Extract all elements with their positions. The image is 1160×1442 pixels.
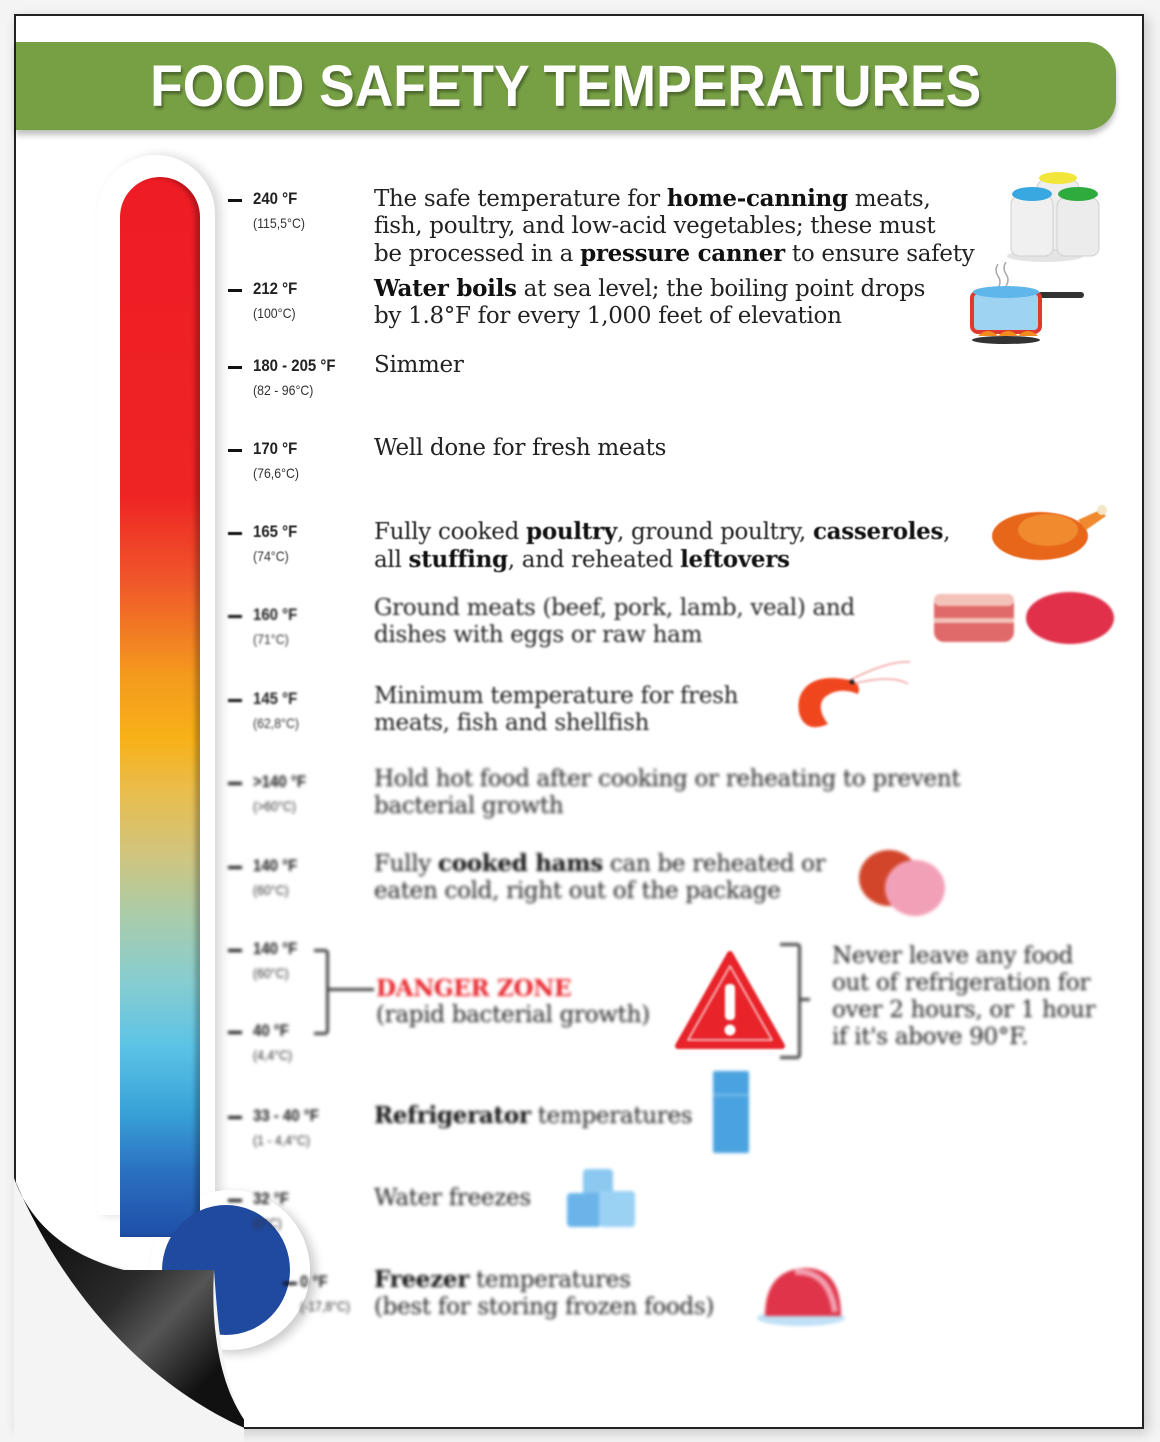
temp-description: Water freezes bbox=[374, 1185, 531, 1211]
temp-celsius: (62,8°C) bbox=[253, 715, 300, 731]
temp-celsius: (>60°C) bbox=[253, 798, 296, 814]
danger-note: Never leave any food out of refrigeratio… bbox=[832, 943, 1096, 1050]
temp-celsius: (-17,8°C) bbox=[300, 1298, 351, 1314]
temp-celsius: (82 - 96°C) bbox=[253, 382, 314, 398]
temp-celsius: (74°C) bbox=[253, 548, 289, 564]
warning-triangle-icon bbox=[675, 951, 785, 1049]
title-banner: FOOD SAFETY TEMPERATURES bbox=[16, 42, 1116, 130]
temp-fahrenheit: 33 - 40 °F bbox=[253, 1106, 319, 1125]
page-title: FOOD SAFETY TEMPERATURES bbox=[150, 53, 982, 119]
temp-description: Water boils at sea level; the boiling po… bbox=[374, 275, 926, 329]
temp-description: Ground meats (beef, pork, lamb, veal) an… bbox=[374, 595, 855, 648]
tick-mark bbox=[228, 949, 242, 952]
danger-zone-label: DANGER ZONE (rapid bacterial growth) bbox=[376, 975, 650, 1028]
tick-mark bbox=[228, 289, 242, 292]
ham-icon bbox=[859, 850, 945, 916]
danger-bracket-right bbox=[780, 943, 801, 1059]
temp-description: The safe temperature for home-canning me… bbox=[374, 185, 975, 267]
danger-bracket-left bbox=[314, 949, 329, 1035]
tick-mark bbox=[283, 1282, 297, 1285]
temp-description: Well done for fresh meats bbox=[374, 435, 667, 461]
ice-cubes-icon bbox=[567, 1169, 635, 1227]
tick-mark bbox=[228, 449, 242, 452]
temp-fahrenheit: 0 °F bbox=[300, 1272, 328, 1291]
shrimp-icon bbox=[798, 661, 911, 728]
tick-mark bbox=[228, 866, 242, 869]
temp-fahrenheit: 145 °F bbox=[253, 689, 298, 708]
tick-mark bbox=[228, 532, 242, 535]
temp-fahrenheit: 140 °F bbox=[253, 856, 298, 875]
tick-mark bbox=[228, 615, 242, 618]
ground-meat-icon bbox=[934, 592, 1114, 644]
danger-upper-fahrenheit: 140 °F bbox=[253, 939, 298, 958]
temp-description: Simmer bbox=[374, 352, 464, 378]
temp-celsius: (115,5°C) bbox=[253, 215, 305, 231]
thermometer-gradient-bar bbox=[120, 177, 200, 1237]
danger-lower-fahrenheit: 40 °F bbox=[253, 1021, 289, 1040]
tick-mark bbox=[228, 1031, 242, 1034]
temp-celsius: (100°C) bbox=[253, 305, 296, 321]
danger-lower-celsius: (4,4°C) bbox=[253, 1047, 293, 1063]
temp-celsius: (1 - 4,4°C) bbox=[253, 1132, 310, 1148]
danger-upper-celsius: (60°C) bbox=[253, 965, 289, 981]
tick-mark bbox=[228, 782, 242, 785]
temp-description: Minimum temperature for fresh meats, fis… bbox=[374, 683, 739, 736]
temp-fahrenheit: 160 °F bbox=[253, 605, 298, 624]
tick-mark bbox=[228, 1199, 242, 1202]
temp-fahrenheit: 180 - 205 °F bbox=[253, 356, 336, 375]
bracket-connector bbox=[328, 988, 374, 991]
temp-description: Hold hot food after cooking or reheating… bbox=[374, 766, 961, 819]
temp-fahrenheit: 212 °F bbox=[253, 279, 298, 298]
tick-mark bbox=[228, 366, 242, 369]
bracket-connector bbox=[800, 998, 810, 1001]
page-curl-icon bbox=[14, 1178, 244, 1442]
temp-fahrenheit: 240 °F bbox=[253, 189, 298, 208]
temp-description: Fully cooked poultry, ground poultry, ca… bbox=[374, 518, 951, 573]
temp-description: Freezer temperatures (best for storing f… bbox=[374, 1266, 715, 1320]
temp-fahrenheit: 32 °F bbox=[253, 1189, 289, 1208]
temp-fahrenheit: 165 °F bbox=[253, 522, 298, 541]
temp-fahrenheit: 170 °F bbox=[253, 439, 298, 458]
tick-mark bbox=[228, 699, 242, 702]
roast-chicken-icon bbox=[992, 505, 1107, 560]
temp-celsius: (76,6°C) bbox=[253, 465, 300, 481]
temp-description: Fully cooked hams can be reheated or eat… bbox=[374, 850, 826, 904]
temp-celsius: (0°C) bbox=[253, 1215, 282, 1231]
boiling-pot-icon bbox=[970, 262, 1084, 344]
refrigerator-icon bbox=[713, 1071, 749, 1153]
temp-description: Refrigerator temperatures bbox=[374, 1102, 693, 1129]
temp-celsius: (71°C) bbox=[253, 631, 289, 647]
temp-celsius: (60°C) bbox=[253, 882, 289, 898]
tick-mark bbox=[228, 1116, 242, 1119]
frozen-meat-icon bbox=[757, 1268, 845, 1326]
canning-jars-icon bbox=[1007, 172, 1100, 262]
temp-fahrenheit: >140 °F bbox=[253, 772, 306, 791]
tick-mark bbox=[228, 199, 242, 202]
